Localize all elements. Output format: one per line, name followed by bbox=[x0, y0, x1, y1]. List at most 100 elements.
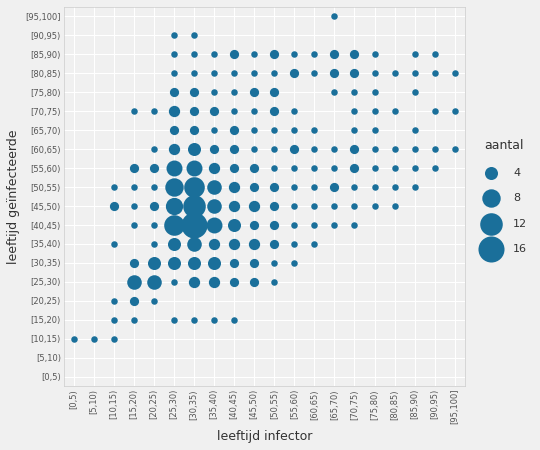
Point bbox=[290, 165, 299, 172]
Point bbox=[290, 221, 299, 229]
Point bbox=[270, 70, 279, 77]
Point bbox=[290, 70, 299, 77]
Point bbox=[390, 165, 399, 172]
Point bbox=[210, 145, 219, 153]
Point bbox=[130, 278, 138, 285]
Point bbox=[150, 184, 158, 191]
Point bbox=[270, 51, 279, 58]
Point bbox=[170, 240, 178, 248]
Point bbox=[190, 259, 198, 266]
Point bbox=[230, 240, 239, 248]
Point bbox=[210, 278, 219, 285]
Point bbox=[190, 202, 198, 210]
Point bbox=[110, 297, 118, 305]
Point bbox=[250, 165, 259, 172]
Point bbox=[110, 240, 118, 248]
Point bbox=[90, 335, 98, 342]
Point bbox=[130, 202, 138, 210]
Point bbox=[330, 89, 339, 96]
Point bbox=[250, 89, 259, 96]
Point bbox=[270, 221, 279, 229]
Point bbox=[310, 221, 319, 229]
Point bbox=[250, 240, 259, 248]
Point bbox=[270, 108, 279, 115]
Point bbox=[270, 278, 279, 285]
Point bbox=[330, 51, 339, 58]
Point bbox=[370, 108, 379, 115]
Point bbox=[230, 51, 239, 58]
Point bbox=[170, 145, 178, 153]
Point bbox=[130, 165, 138, 172]
Point bbox=[170, 70, 178, 77]
Point bbox=[210, 108, 219, 115]
Point bbox=[270, 126, 279, 134]
Y-axis label: leeftijd geïnfecteerde: leeftijd geïnfecteerde bbox=[7, 129, 20, 264]
Point bbox=[210, 240, 219, 248]
Point bbox=[150, 221, 158, 229]
Point bbox=[250, 145, 259, 153]
Point bbox=[350, 221, 359, 229]
Point bbox=[210, 51, 219, 58]
Point bbox=[110, 316, 118, 324]
Point bbox=[250, 108, 259, 115]
Point bbox=[150, 145, 158, 153]
Point bbox=[450, 70, 459, 77]
Point bbox=[370, 89, 379, 96]
Point bbox=[310, 240, 319, 248]
Point bbox=[210, 70, 219, 77]
Point bbox=[430, 165, 439, 172]
Point bbox=[270, 202, 279, 210]
Point bbox=[330, 70, 339, 77]
Point bbox=[230, 108, 239, 115]
Point bbox=[190, 51, 198, 58]
Point bbox=[290, 240, 299, 248]
Point bbox=[110, 184, 118, 191]
Point bbox=[370, 145, 379, 153]
Point bbox=[210, 165, 219, 172]
Point bbox=[170, 202, 178, 210]
Point bbox=[290, 108, 299, 115]
Point bbox=[170, 108, 178, 115]
Point bbox=[410, 89, 419, 96]
Point bbox=[130, 108, 138, 115]
Point bbox=[310, 202, 319, 210]
Point bbox=[330, 184, 339, 191]
Point bbox=[190, 145, 198, 153]
Point bbox=[150, 108, 158, 115]
Point bbox=[390, 70, 399, 77]
Point bbox=[110, 335, 118, 342]
Point bbox=[350, 89, 359, 96]
Point bbox=[170, 165, 178, 172]
Point bbox=[210, 184, 219, 191]
Point bbox=[350, 184, 359, 191]
Point bbox=[450, 108, 459, 115]
Point bbox=[350, 126, 359, 134]
Point bbox=[330, 165, 339, 172]
Point bbox=[250, 51, 259, 58]
Point bbox=[430, 51, 439, 58]
Point bbox=[410, 145, 419, 153]
Point bbox=[350, 108, 359, 115]
Point bbox=[170, 32, 178, 39]
Point bbox=[390, 108, 399, 115]
Point bbox=[150, 202, 158, 210]
Point bbox=[270, 89, 279, 96]
Point bbox=[270, 145, 279, 153]
Point bbox=[310, 70, 319, 77]
Point bbox=[370, 51, 379, 58]
Point bbox=[190, 316, 198, 324]
Point bbox=[390, 145, 399, 153]
Point bbox=[370, 165, 379, 172]
Point bbox=[310, 126, 319, 134]
Point bbox=[230, 70, 239, 77]
Point bbox=[290, 259, 299, 266]
Point bbox=[150, 259, 158, 266]
Point bbox=[410, 126, 419, 134]
Legend: 4, 8, 12, 16: 4, 8, 12, 16 bbox=[474, 133, 533, 260]
Point bbox=[150, 165, 158, 172]
Point bbox=[390, 202, 399, 210]
Point bbox=[170, 278, 178, 285]
Point bbox=[230, 221, 239, 229]
Point bbox=[250, 70, 259, 77]
Point bbox=[230, 145, 239, 153]
